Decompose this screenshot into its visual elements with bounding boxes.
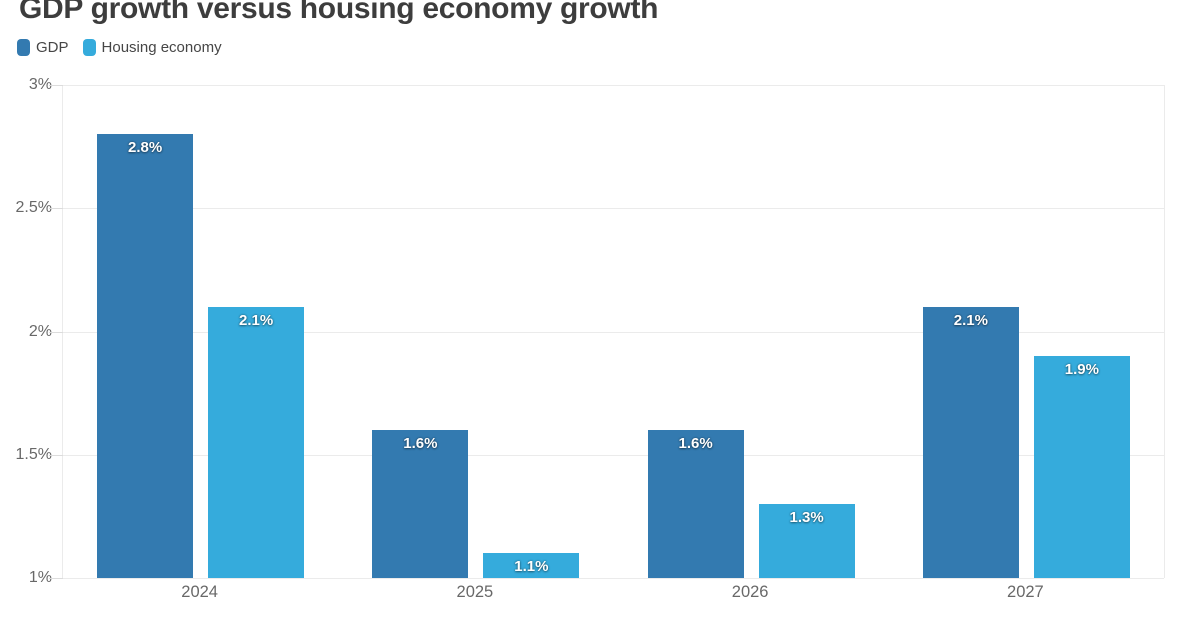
bar-value-label-gdp-2027: 2.1% [953,311,988,329]
legend-swatch-housing-economy [82,39,96,56]
y-axis-tick-2- [49,331,63,333]
legend-label-gdp: GDP [36,39,69,56]
gridline-2- [63,331,1164,333]
x-axis-labels: 2024 2025 2026 2027 [62,583,1163,607]
bar-value-label-gdp-2024: 2.8% [128,139,163,157]
y-axis-tick-1- [49,578,63,579]
bar-value-label-housing-economy-2027: 1.9% [1064,361,1099,379]
bar-housing-economy-2026: 1.3% [758,504,855,578]
bar-gdp-2024: 2.8% [97,134,194,578]
bar-value-label-gdp-2026: 1.6% [678,435,713,453]
y-tick-label-2-5-: 2.5% [15,199,52,217]
bar-value-label-housing-economy-2026: 1.3% [789,509,824,527]
y-tick-label-1-5-: 1.5% [15,445,52,463]
y-tick-label-2-: 2% [28,322,52,340]
bar-housing-economy-2024: 2.1% [208,306,305,578]
legend-item-gdp: GDP [17,39,69,56]
y-axis-tick-2-5- [49,208,63,210]
plot-area: 2.8% 1.6% 1.6% 2.1% 2.1% 1.1% 1.3% 1.9% [49,85,1165,579]
bar-gdp-2025: 1.6% [372,430,469,578]
legend-label-housing-economy: Housing economy [101,39,222,56]
bar-value-label-housing-economy-2025: 1.1% [514,558,549,576]
bar-value-label-housing-economy-2024: 2.1% [239,311,274,329]
chart-legend: GDP Housing economy [17,39,222,56]
gridline-1- [63,578,1164,579]
legend-swatch-gdp [17,39,30,56]
bar-housing-economy-2027: 1.9% [1033,356,1130,578]
bar-gdp-2026: 1.6% [647,430,744,578]
gridline-3- [63,85,1164,86]
y-tick-label-1-: 1% [28,569,52,586]
x-tick-label-2027: 2027 [1007,583,1044,601]
gridline-1-5- [63,454,1164,456]
x-tick-label-2026: 2026 [731,583,769,601]
y-axis-tick-1-5- [49,454,63,456]
legend-item-housing-economy: Housing economy [82,39,222,56]
bar-housing-economy-2025: 1.1% [483,553,580,578]
chart-title: GDP growth versus housing economy growth [19,0,659,25]
x-tick-label-2024: 2024 [181,583,218,601]
bar-value-label-gdp-2025: 1.6% [403,435,438,453]
gridline-2-5- [63,208,1164,210]
bar-gdp-2027: 2.1% [922,306,1019,578]
y-axis-labels: 3% 2.5% 2% 1.5% 1% [0,76,52,586]
y-axis-tick-3- [49,85,63,86]
x-tick-label-2025: 2025 [456,583,494,601]
y-tick-label-3-: 3% [28,76,52,93]
